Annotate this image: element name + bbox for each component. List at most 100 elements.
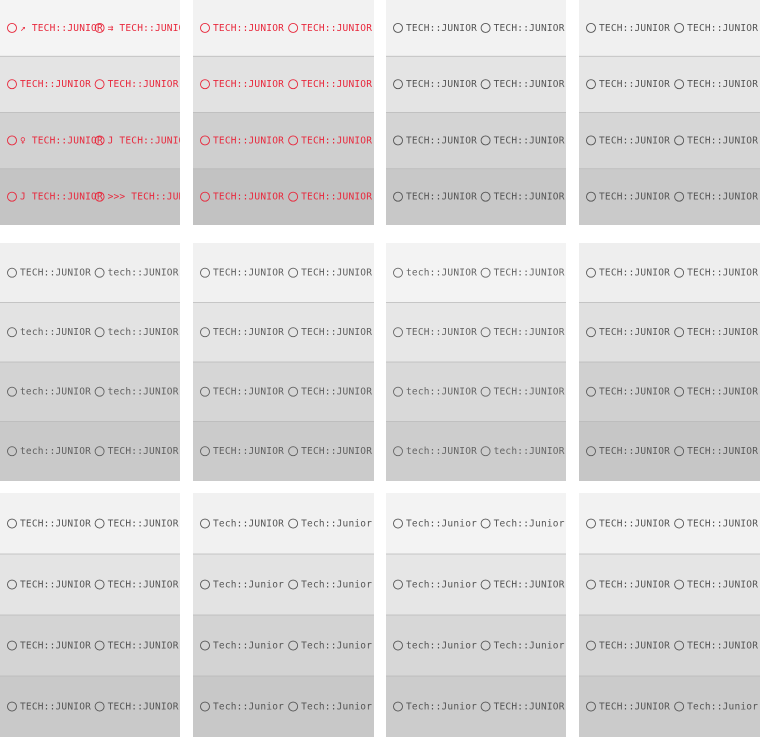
handwritten-wordmark: TECH::JUNIOR [687,519,758,530]
logo-sketch-mark [674,640,685,651]
logo-sketch-mark [7,267,17,278]
logo-sketch-mark [7,579,17,590]
handwritten-wordmark: Tech::Junior [213,702,284,713]
logo-sketch-mark [674,135,685,146]
logo-sketch-mark [393,579,403,590]
handwritten-wordmark: TECH::JUNIOR [20,641,91,652]
handwritten-wordmark: TECH::JUNIOR [687,641,758,652]
logo-sketch-mark [7,386,17,397]
logo-sketch-mark [586,135,596,146]
logo-sketch-mark [586,640,596,651]
logo-sketch-mark [586,386,596,397]
handwritten-wordmark: TECH::JUNIOR [20,268,91,279]
logo-sketch-mark [288,518,299,529]
logo-sketch-mark [393,518,403,529]
logo-sketch-mark [288,446,299,457]
handwritten-wordmark: TECH::JUNIOR [406,327,477,338]
logo-sketch-mark [393,386,403,397]
handwritten-wordmark: TECH::JUNIOR [301,23,372,34]
logo-sketch-mark [200,327,210,338]
paper-fold-panel [579,362,760,423]
handwritten-wordmark: >>> TECH::JUNIOR [108,192,180,203]
logo-sketch-mark [94,518,105,529]
logo-sketch-mark [586,518,596,529]
logo-sketch-mark [393,640,403,651]
logo-sketch-mark [94,327,105,338]
logo-sketch-mark [480,267,491,278]
logo-sketch-mark [200,22,210,33]
handwritten-wordmark: J TECH::JUNIOR [108,135,180,146]
handwritten-wordmark: ↗ TECH::JUNIOR [20,23,103,34]
logo-sketch-mark [288,386,299,397]
handwritten-wordmark: TECH::JUNIOR [108,519,179,530]
logo-sketch-mark [94,579,105,590]
logo-sketch-mark [480,701,491,712]
handwritten-wordmark: TECH::JUNIOR [494,387,565,398]
logo-sketch-mark [94,22,105,33]
logo-sketch-mark [674,79,685,90]
logo-sketch-mark [94,640,105,651]
handwritten-wordmark: TECH::JUNIOR [108,79,179,90]
paper-fold-panel [0,615,180,677]
logo-sketch-mark [200,640,210,651]
handwritten-wordmark: TECH::JUNIOR [599,79,670,90]
paper-fold-panel [386,362,566,423]
logo-sketch-mark [7,135,17,146]
logo-sketch-mark [480,579,491,590]
handwritten-wordmark: TECH::JUNIOR [213,135,284,146]
handwritten-wordmark: tech::JUNIOR [20,446,91,457]
logo-sketch-mark [288,22,299,33]
paper-fold-panel [386,554,566,616]
logo-sketch-mark [200,701,210,712]
handwritten-wordmark: TECH::JUNIOR [599,268,670,279]
paper-fold-panel [0,243,180,304]
logo-sketch-mark [94,386,105,397]
handwritten-wordmark: TECH::JUNIOR [20,580,91,591]
handwritten-wordmark: TECH::JUNIOR [108,446,179,457]
paper-fold-panel [579,421,760,481]
handwritten-wordmark: TECH::JUNIOR [687,135,758,146]
paper-fold-panel [579,493,760,555]
logo-sketch-mark [674,267,685,278]
logo-sketch-mark [480,518,491,529]
paper-fold-panel [386,168,566,225]
handwritten-wordmark: TECH::JUNIOR [687,327,758,338]
logo-sketch-mark [586,701,596,712]
handwritten-wordmark: TECH::JUNIOR [406,135,477,146]
paper-fold-panel [193,302,374,363]
logo-sketch-mark [288,701,299,712]
logo-sketch-mark [586,446,596,457]
paper-fold-panel [193,168,374,225]
logo-sketch-mark [393,191,403,202]
handwritten-wordmark: Tech::Junior [494,641,565,652]
logo-sketch-mark [393,267,403,278]
logo-sketch-mark [200,579,210,590]
handwritten-wordmark: Tech::Junior [406,580,477,591]
logo-sketch-mark [586,579,596,590]
handwritten-wordmark: TECH::JUNIOR [599,135,670,146]
handwritten-wordmark: TECH::JUNIOR [687,446,758,457]
logo-sketch-mark [480,640,491,651]
handwritten-wordmark: TECH::JUNIOR [687,192,758,203]
handwritten-wordmark: TECH::JUNIOR [687,268,758,279]
handwritten-wordmark: TECH::JUNIOR [687,387,758,398]
logo-sketch-mark [94,135,105,146]
handwritten-wordmark: TECH::JUNIOR [213,268,284,279]
handwritten-wordmark: TECH::JUNIOR [213,192,284,203]
handwritten-wordmark: tech::JUNIOR [406,387,477,398]
handwritten-wordmark: Tech::JUNIOR [213,519,284,530]
logo-sketch-mark [200,135,210,146]
logo-sketch-mark [7,327,17,338]
handwritten-wordmark: tech::JUNIOR [406,268,477,279]
paper-fold-panel [386,112,566,170]
handwritten-wordmark: Tech::Junior [406,519,477,530]
paper-sheet-2: TECH::JUNIOR TECH::JUNIOR TECH::JUNIOR TECH… [193,0,374,225]
paper-fold-panel [579,168,760,225]
logo-sketch-mark [674,701,685,712]
logo-sketch-mark [288,640,299,651]
paper-fold-panel [0,0,180,58]
handwritten-wordmark: TECH::JUNIOR [599,23,670,34]
